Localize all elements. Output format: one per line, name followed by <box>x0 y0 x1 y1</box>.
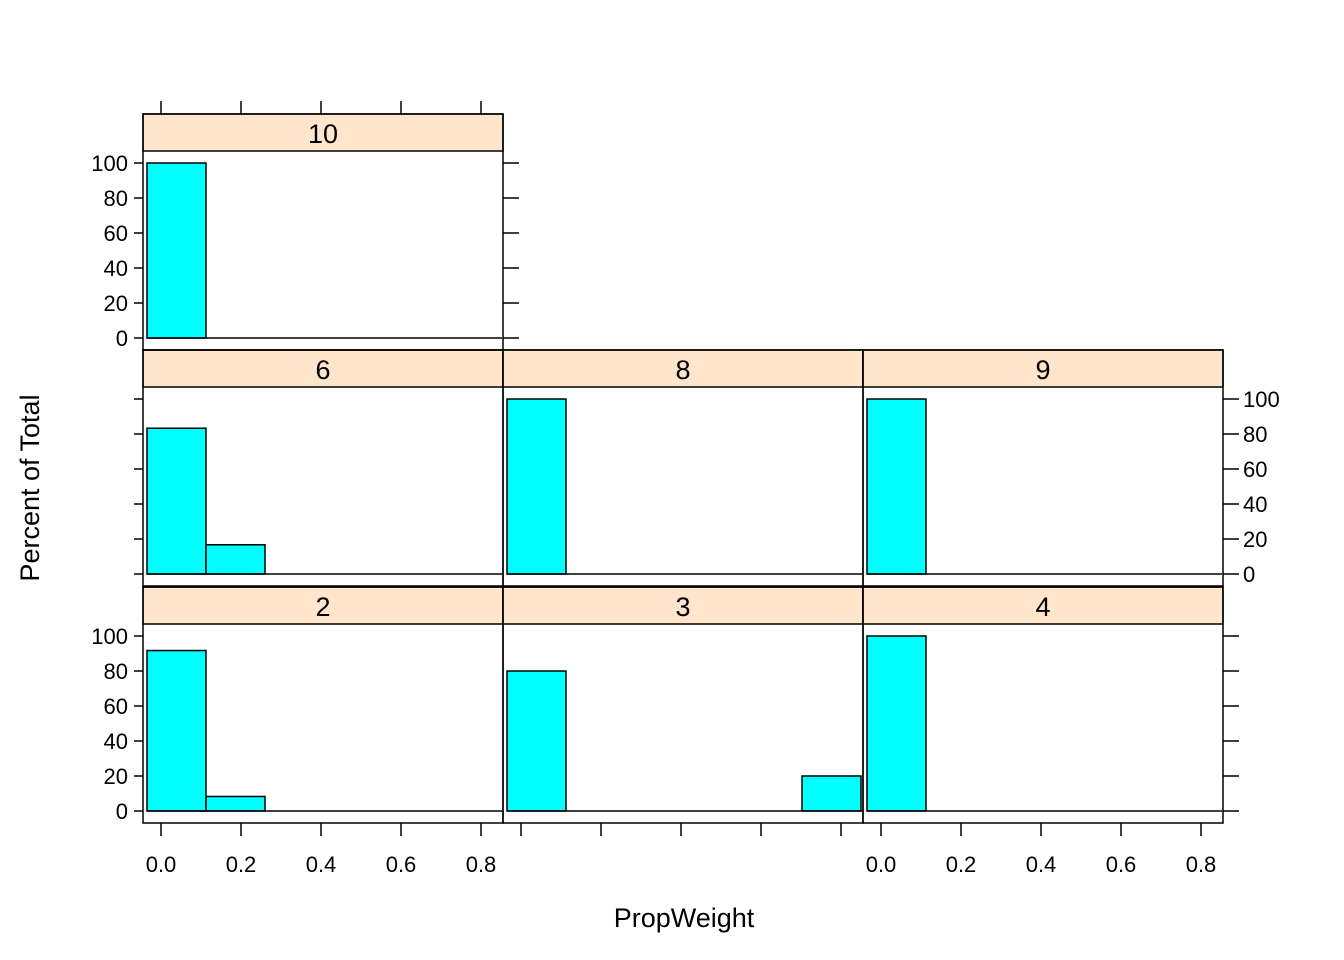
histogram-bar <box>146 427 207 575</box>
histogram-bar <box>801 775 862 812</box>
y-tick-label: 100 <box>91 151 128 176</box>
y-tick-label: 40 <box>1243 492 1267 517</box>
histogram-bar <box>506 398 567 575</box>
x-tick-label: 0.8 <box>1186 852 1217 877</box>
strip-label: 9 <box>1035 355 1050 385</box>
strip <box>142 349 504 388</box>
y-tick-label: 40 <box>104 256 128 281</box>
y-tick-label: 0 <box>116 326 128 351</box>
strip-label: 3 <box>675 592 690 622</box>
x-tick-label: 0.6 <box>1106 852 1137 877</box>
panel-8: 8 <box>502 349 864 587</box>
x-tick-label: 0.8 <box>466 852 497 877</box>
y-tick-label: 100 <box>1243 387 1280 412</box>
histogram-bar <box>506 670 567 812</box>
y-tick-label: 20 <box>104 291 128 316</box>
panel-3: 3 <box>502 586 864 836</box>
histogram-bar <box>866 635 927 812</box>
panel-frame <box>142 113 504 351</box>
panel-6: 6 <box>134 349 504 587</box>
strip-label: 8 <box>675 355 690 385</box>
strip-label: 6 <box>315 355 330 385</box>
x-tick-label: 0.4 <box>1026 852 1057 877</box>
strip-label: 10 <box>308 119 338 149</box>
histogram-bar <box>205 544 266 575</box>
strip-label: 2 <box>315 592 330 622</box>
histogram-bar <box>866 398 927 575</box>
histogram-bar <box>205 795 266 812</box>
y-tick-label: 80 <box>104 659 128 684</box>
strip-label: 4 <box>1035 592 1050 622</box>
panel-frame <box>862 586 1224 824</box>
y-tick-label: 20 <box>1243 527 1267 552</box>
x-tick-label: 0.2 <box>226 852 257 877</box>
y-tick-label: 0 <box>116 799 128 824</box>
x-tick-label: 0.6 <box>386 852 417 877</box>
y-tick-label: 0 <box>1243 562 1255 587</box>
x-tick-label: 0.0 <box>866 852 897 877</box>
panel-frame <box>862 349 1224 587</box>
y-tick-label: 100 <box>91 624 128 649</box>
x-axis-title: PropWeight <box>614 903 755 933</box>
panel-4: 4 0.0 0.2 0.4 0.6 0.8 <box>862 586 1239 877</box>
y-tick-label: 60 <box>104 221 128 246</box>
panel-9: 9 0 20 40 60 80 100 <box>862 349 1280 587</box>
y-tick-label: 80 <box>1243 422 1267 447</box>
y-tick-label: 40 <box>104 729 128 754</box>
x-tick-label: 0.4 <box>306 852 337 877</box>
x-tick-label: 0.2 <box>946 852 977 877</box>
y-axis-title: Percent of Total <box>15 394 45 581</box>
histogram-bar <box>146 649 207 812</box>
x-tick-label: 0.0 <box>146 852 177 877</box>
y-tick-label: 60 <box>104 694 128 719</box>
y-tick-label: 20 <box>104 764 128 789</box>
y-tick-label: 80 <box>104 186 128 211</box>
histogram-bar <box>146 162 207 339</box>
y-tick-label: 60 <box>1243 457 1267 482</box>
